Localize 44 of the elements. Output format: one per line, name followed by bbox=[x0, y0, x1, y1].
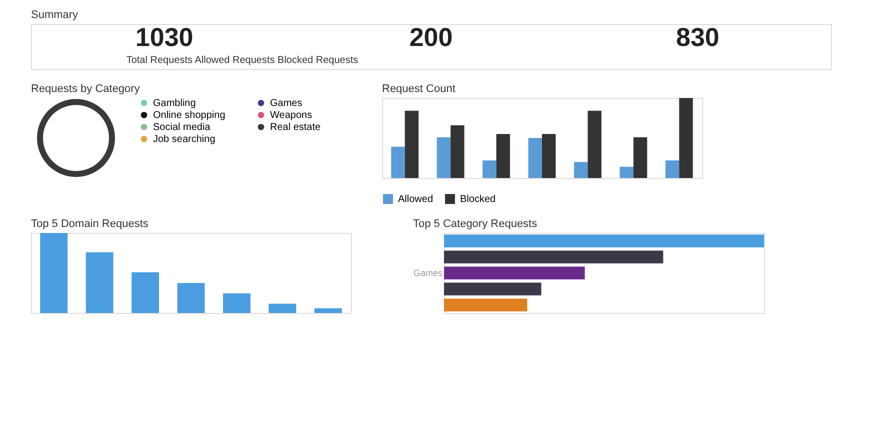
chart-title: Requests by Category bbox=[31, 83, 140, 95]
legend-label: Weapons bbox=[270, 110, 312, 121]
bar bbox=[574, 162, 588, 178]
bar bbox=[496, 134, 510, 178]
text: 200 bbox=[409, 22, 453, 52]
legend-label: Games bbox=[270, 98, 302, 109]
bar bbox=[436, 137, 451, 178]
bar bbox=[450, 125, 464, 178]
bar bbox=[542, 134, 556, 178]
legend-label: Job searching bbox=[153, 134, 216, 145]
legend-label: Gambling bbox=[153, 98, 196, 109]
bar bbox=[620, 166, 634, 178]
text: 830 bbox=[676, 22, 720, 52]
bar bbox=[177, 283, 205, 313]
text: Summary bbox=[31, 9, 79, 21]
bar bbox=[482, 160, 496, 178]
bar bbox=[223, 293, 250, 313]
bar bbox=[444, 234, 764, 248]
bar bbox=[444, 266, 585, 280]
bar bbox=[444, 298, 528, 312]
legend-label: Online shopping bbox=[153, 110, 226, 121]
chart-title: Top 5 Category Requests bbox=[412, 218, 538, 230]
bar bbox=[679, 98, 693, 178]
bar bbox=[588, 110, 602, 178]
bar bbox=[528, 138, 542, 178]
bar bbox=[404, 110, 419, 178]
bar bbox=[86, 252, 114, 313]
legend-label: Real estate bbox=[270, 122, 322, 133]
legend-label: Social media bbox=[153, 122, 211, 133]
bar bbox=[444, 282, 542, 296]
text: Total Requests Allowed Requests Blocked Requests bbox=[126, 55, 358, 66]
chart-title: Request Count bbox=[382, 83, 456, 95]
legend-label: Blocked bbox=[460, 194, 496, 205]
bar bbox=[268, 304, 296, 313]
bar bbox=[40, 233, 68, 313]
text: 1030 bbox=[135, 22, 194, 52]
bar bbox=[444, 250, 664, 264]
chart-title: Top 5 Domain Requests bbox=[31, 218, 149, 230]
legend-label: Allowed bbox=[398, 194, 434, 205]
bar bbox=[132, 272, 159, 313]
bar bbox=[391, 146, 405, 178]
bar bbox=[314, 308, 342, 313]
bar bbox=[665, 160, 680, 178]
bar bbox=[633, 137, 648, 178]
